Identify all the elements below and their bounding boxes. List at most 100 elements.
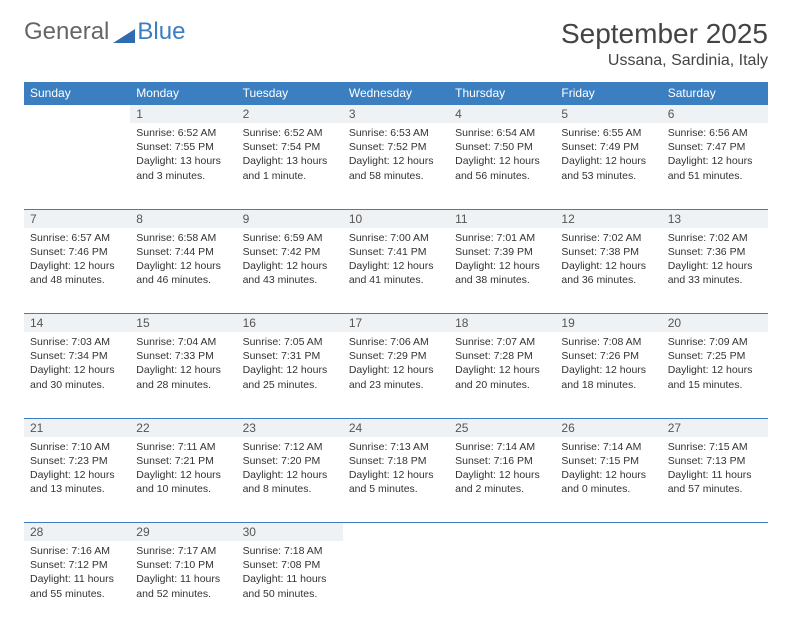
day-sunrise: Sunrise: 6:58 AM <box>136 231 230 245</box>
day-cell-header <box>449 523 555 542</box>
day-cell-body: Sunrise: 7:13 AMSunset: 7:18 PMDaylight:… <box>343 437 449 523</box>
day-cell-header: 1 <box>130 105 236 124</box>
day-sunrise: Sunrise: 6:56 AM <box>668 126 762 140</box>
day-daylight: Daylight: 12 hours and 58 minutes. <box>349 154 443 182</box>
day-sunset: Sunset: 7:15 PM <box>561 454 655 468</box>
day-sunset: Sunset: 7:08 PM <box>243 558 337 572</box>
day-cell-header: 10 <box>343 209 449 228</box>
day-number: 15 <box>130 314 236 332</box>
day-cell-body: Sunrise: 7:03 AMSunset: 7:34 PMDaylight:… <box>24 332 130 418</box>
day-cell-body <box>555 541 661 627</box>
day-number: 3 <box>343 105 449 123</box>
day-cell-body: Sunrise: 6:55 AMSunset: 7:49 PMDaylight:… <box>555 123 661 209</box>
weekday-header: Thursday <box>449 82 555 105</box>
day-cell-header: 9 <box>237 209 343 228</box>
week-daynum-row: 123456 <box>24 105 768 124</box>
day-sunset: Sunset: 7:47 PM <box>668 140 762 154</box>
day-cell-body: Sunrise: 6:59 AMSunset: 7:42 PMDaylight:… <box>237 228 343 314</box>
day-cell-body: Sunrise: 7:10 AMSunset: 7:23 PMDaylight:… <box>24 437 130 523</box>
day-sunset: Sunset: 7:38 PM <box>561 245 655 259</box>
day-sunrise: Sunrise: 7:09 AM <box>668 335 762 349</box>
day-sunrise: Sunrise: 7:05 AM <box>243 335 337 349</box>
day-number <box>24 105 130 123</box>
day-cell-header: 13 <box>662 209 768 228</box>
day-sunrise: Sunrise: 7:12 AM <box>243 440 337 454</box>
day-cell-body <box>662 541 768 627</box>
day-cell-body: Sunrise: 7:12 AMSunset: 7:20 PMDaylight:… <box>237 437 343 523</box>
weekday-header-row: Sunday Monday Tuesday Wednesday Thursday… <box>24 82 768 105</box>
day-sunrise: Sunrise: 6:54 AM <box>455 126 549 140</box>
day-sunrise: Sunrise: 7:16 AM <box>30 544 124 558</box>
week-body-row: Sunrise: 7:16 AMSunset: 7:12 PMDaylight:… <box>24 541 768 627</box>
day-sunset: Sunset: 7:52 PM <box>349 140 443 154</box>
day-number: 27 <box>662 419 768 437</box>
day-sunset: Sunset: 7:55 PM <box>136 140 230 154</box>
day-sunset: Sunset: 7:36 PM <box>668 245 762 259</box>
day-cell-body: Sunrise: 7:15 AMSunset: 7:13 PMDaylight:… <box>662 437 768 523</box>
day-cell-header: 26 <box>555 418 661 437</box>
day-daylight: Daylight: 12 hours and 18 minutes. <box>561 363 655 391</box>
day-number: 17 <box>343 314 449 332</box>
week-daynum-row: 78910111213 <box>24 209 768 228</box>
day-sunset: Sunset: 7:18 PM <box>349 454 443 468</box>
day-sunrise: Sunrise: 6:55 AM <box>561 126 655 140</box>
day-cell-body: Sunrise: 6:56 AMSunset: 7:47 PMDaylight:… <box>662 123 768 209</box>
day-cell-body: Sunrise: 7:02 AMSunset: 7:38 PMDaylight:… <box>555 228 661 314</box>
logo: General Blue <box>24 18 185 46</box>
day-sunrise: Sunrise: 6:52 AM <box>136 126 230 140</box>
day-daylight: Daylight: 12 hours and 0 minutes. <box>561 468 655 496</box>
day-sunset: Sunset: 7:12 PM <box>30 558 124 572</box>
day-cell-header: 14 <box>24 314 130 333</box>
day-number: 29 <box>130 523 236 541</box>
day-sunset: Sunset: 7:13 PM <box>668 454 762 468</box>
day-cell-header: 15 <box>130 314 236 333</box>
day-cell-body: Sunrise: 6:57 AMSunset: 7:46 PMDaylight:… <box>24 228 130 314</box>
logo-text-2: Blue <box>137 18 185 46</box>
day-sunrise: Sunrise: 7:15 AM <box>668 440 762 454</box>
day-cell-header: 22 <box>130 418 236 437</box>
week-daynum-row: 14151617181920 <box>24 314 768 333</box>
day-daylight: Daylight: 12 hours and 36 minutes. <box>561 259 655 287</box>
day-number: 14 <box>24 314 130 332</box>
day-number: 23 <box>237 419 343 437</box>
day-cell-header: 16 <box>237 314 343 333</box>
header: General Blue September 2025 Ussana, Sard… <box>24 18 768 70</box>
day-number: 16 <box>237 314 343 332</box>
day-cell-body <box>343 541 449 627</box>
day-sunset: Sunset: 7:29 PM <box>349 349 443 363</box>
day-cell-header: 5 <box>555 105 661 124</box>
day-sunrise: Sunrise: 7:01 AM <box>455 231 549 245</box>
day-number: 9 <box>237 210 343 228</box>
day-sunset: Sunset: 7:34 PM <box>30 349 124 363</box>
day-sunset: Sunset: 7:20 PM <box>243 454 337 468</box>
week-daynum-row: 21222324252627 <box>24 418 768 437</box>
day-cell-header: 21 <box>24 418 130 437</box>
logo-triangle-icon <box>113 22 135 36</box>
day-daylight: Daylight: 13 hours and 1 minute. <box>243 154 337 182</box>
day-number: 2 <box>237 105 343 123</box>
day-cell-header: 29 <box>130 523 236 542</box>
day-cell-header: 27 <box>662 418 768 437</box>
weekday-header: Friday <box>555 82 661 105</box>
day-sunrise: Sunrise: 7:17 AM <box>136 544 230 558</box>
day-number: 10 <box>343 210 449 228</box>
weekday-header: Saturday <box>662 82 768 105</box>
day-daylight: Daylight: 12 hours and 33 minutes. <box>668 259 762 287</box>
day-sunset: Sunset: 7:42 PM <box>243 245 337 259</box>
day-sunrise: Sunrise: 7:18 AM <box>243 544 337 558</box>
day-cell-body: Sunrise: 7:00 AMSunset: 7:41 PMDaylight:… <box>343 228 449 314</box>
day-sunrise: Sunrise: 7:00 AM <box>349 231 443 245</box>
day-cell-body: Sunrise: 7:09 AMSunset: 7:25 PMDaylight:… <box>662 332 768 418</box>
day-number: 28 <box>24 523 130 541</box>
calendar-table: Sunday Monday Tuesday Wednesday Thursday… <box>24 82 768 627</box>
day-cell-body: Sunrise: 7:11 AMSunset: 7:21 PMDaylight:… <box>130 437 236 523</box>
day-cell-header: 12 <box>555 209 661 228</box>
week-body-row: Sunrise: 6:57 AMSunset: 7:46 PMDaylight:… <box>24 228 768 314</box>
day-cell-header <box>555 523 661 542</box>
day-sunrise: Sunrise: 7:14 AM <box>561 440 655 454</box>
day-cell-body: Sunrise: 7:14 AMSunset: 7:15 PMDaylight:… <box>555 437 661 523</box>
day-sunset: Sunset: 7:21 PM <box>136 454 230 468</box>
day-sunset: Sunset: 7:33 PM <box>136 349 230 363</box>
weekday-header: Monday <box>130 82 236 105</box>
day-sunrise: Sunrise: 6:57 AM <box>30 231 124 245</box>
